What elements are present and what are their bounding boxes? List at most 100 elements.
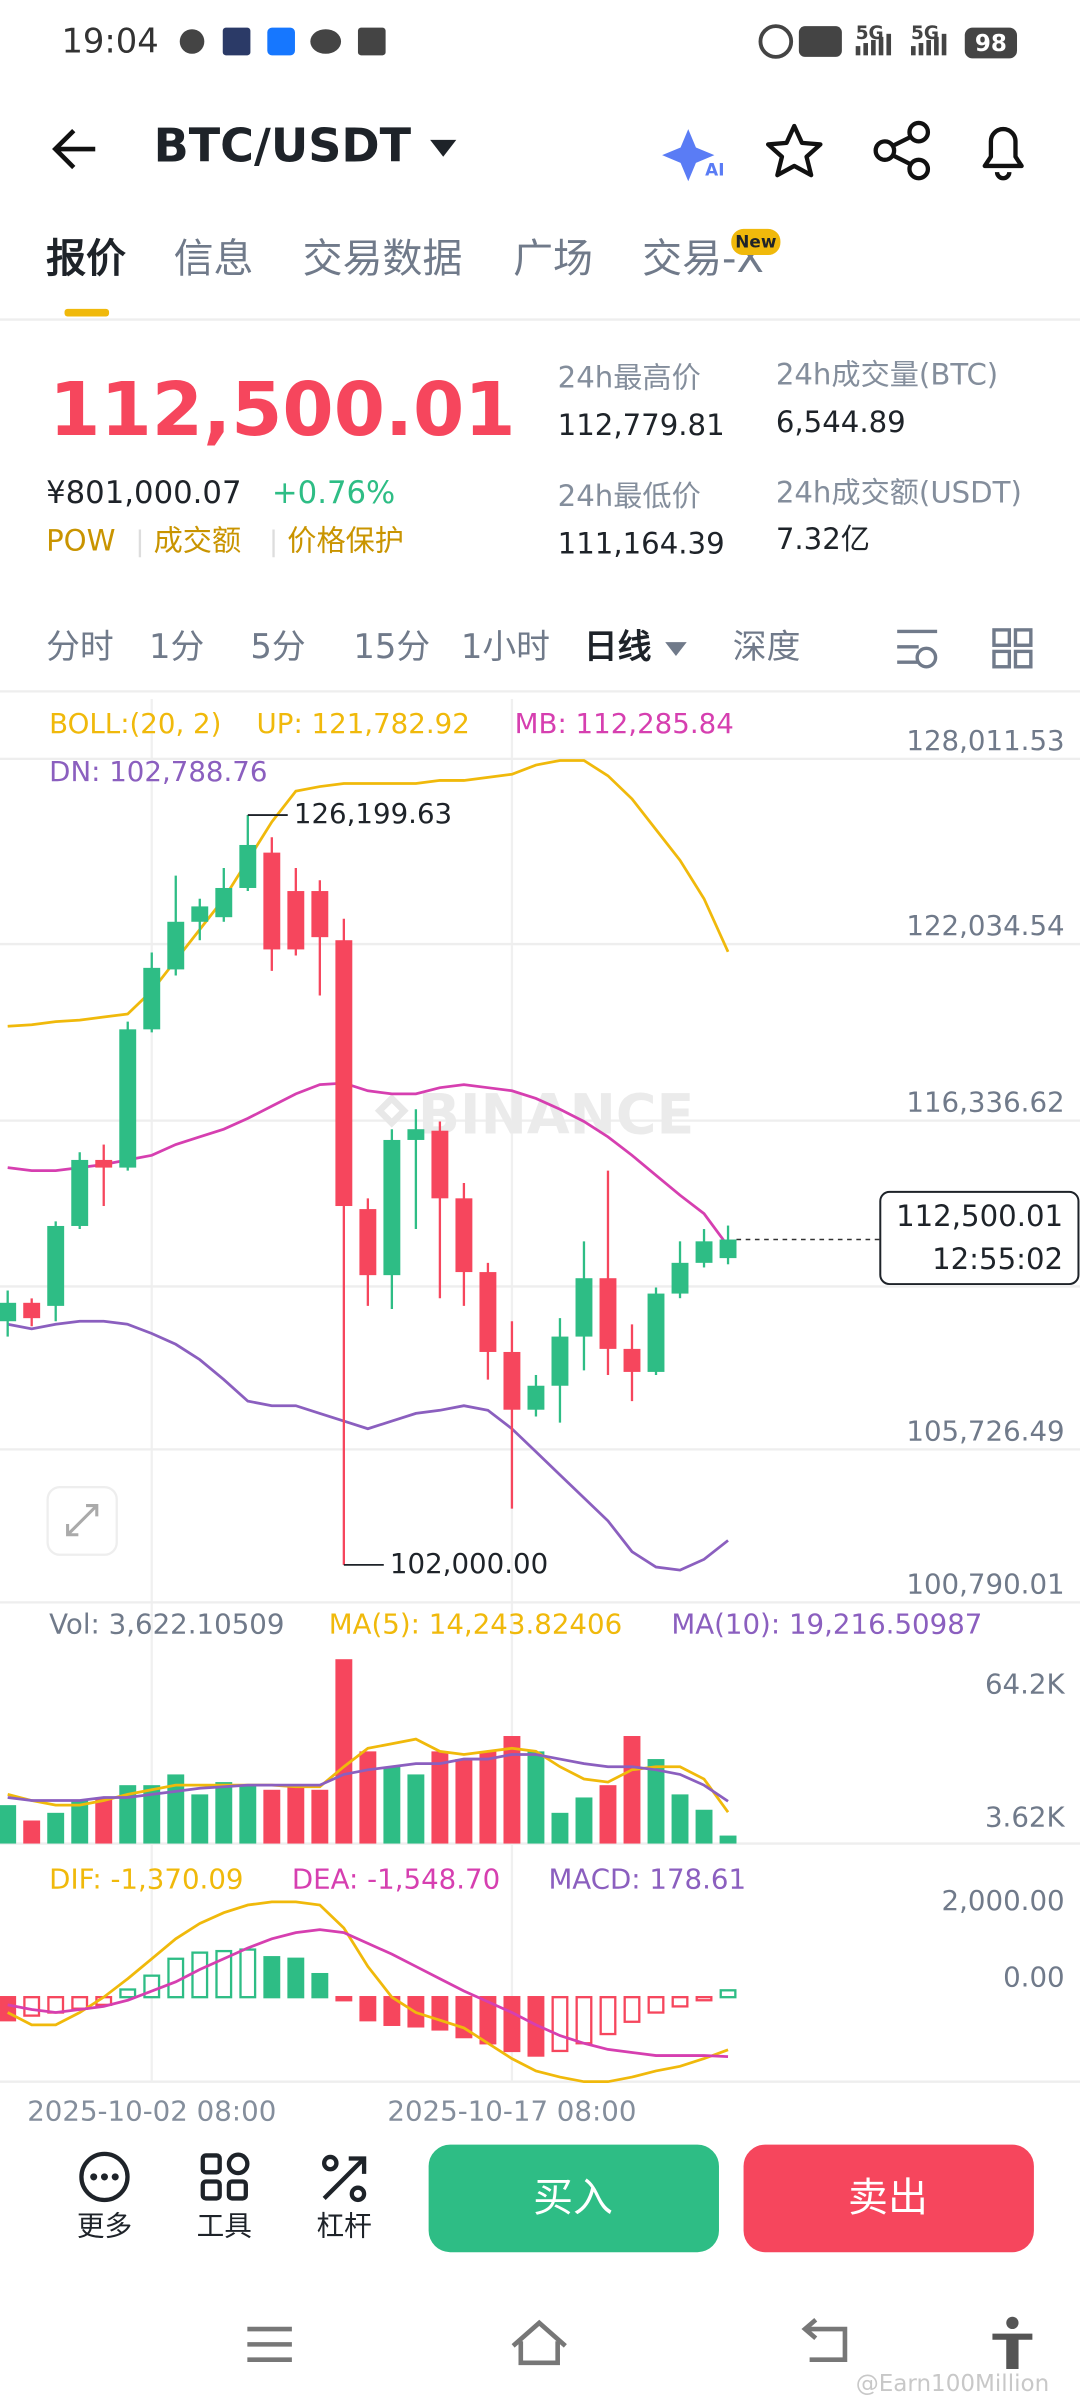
interval[interactable]: 15分: [353, 627, 430, 666]
last-price-box: [879, 1190, 1080, 1286]
tab[interactable]: 交易数据: [303, 236, 463, 282]
gallery-icon: [357, 27, 386, 56]
action-label[interactable]: 更多: [77, 2210, 132, 2243]
candle-body: [455, 1198, 473, 1273]
battery: [964, 27, 1018, 59]
interval[interactable]: 1分: [149, 627, 204, 666]
volume-bar: [287, 1785, 305, 1844]
favorite-button[interactable]: [765, 123, 823, 178]
stat-label: 24h最高价: [558, 360, 701, 394]
candle-body: [599, 1278, 617, 1349]
interval[interactable]: 深度: [733, 627, 801, 666]
candle-body: [215, 887, 233, 918]
volume-bar: [455, 1759, 473, 1844]
pair-dropdown[interactable]: [430, 139, 457, 157]
x-tick-label: 2025-10-17 08:00: [387, 2094, 636, 2127]
volume-bar: [719, 1835, 737, 1844]
nav-menu[interactable]: [247, 2326, 292, 2363]
macd-bar: [359, 1996, 377, 2022]
tag[interactable]: POW: [46, 523, 115, 557]
tools-icon[interactable]: [200, 2152, 250, 2201]
wechat-icon: [310, 29, 342, 54]
tab[interactable]: 广场: [513, 236, 593, 282]
battery-level: 98: [975, 31, 1007, 57]
layout-button[interactable]: [992, 628, 1033, 669]
macd-bar: [311, 1972, 329, 1999]
volume-bar: [527, 1751, 545, 1844]
volume-bar: [239, 1785, 257, 1844]
cny-price: ¥801,000.07: [46, 475, 241, 511]
accessibility-icon[interactable]: [992, 2316, 1033, 2369]
back-button[interactable]: [52, 128, 96, 170]
legend-entry: MA(5): 14,243.82406: [329, 1607, 622, 1640]
separator: |: [135, 524, 144, 557]
interval[interactable]: 分时: [46, 627, 114, 666]
nav-back[interactable]: [801, 2318, 848, 2363]
action-label[interactable]: 杠杆: [316, 2210, 371, 2243]
macd-bar: [47, 1996, 65, 2014]
candle-body: [359, 1209, 377, 1276]
interval-active[interactable]: 日线: [584, 627, 652, 666]
volume-bar: [71, 1800, 89, 1844]
candle-body: [671, 1262, 689, 1294]
nav-home[interactable]: [511, 2319, 567, 2366]
buy-button[interactable]: [428, 2144, 719, 2253]
share-button[interactable]: [873, 120, 931, 181]
volume-bar: [503, 1736, 521, 1844]
sell-label: 卖出: [848, 2175, 928, 2221]
macd-bar: [263, 1956, 281, 1999]
volume-bar: [623, 1736, 641, 1844]
tab[interactable]: 信息: [174, 236, 254, 282]
candle-body: [719, 1239, 737, 1259]
ma-line: [7, 1737, 730, 1814]
tag[interactable]: 价格保护: [287, 523, 404, 557]
action-label[interactable]: 工具: [197, 2210, 252, 2243]
indicator-settings[interactable]: [897, 629, 938, 669]
y-tick-label: 128,011.53: [906, 724, 1064, 757]
candle-body: [263, 852, 281, 950]
volume-bar: [575, 1797, 593, 1844]
price-change: +0.76%: [272, 475, 395, 511]
candle-body: [23, 1302, 41, 1319]
leverage-icon[interactable]: [322, 2154, 367, 2203]
separator: |: [269, 524, 278, 557]
volume-bar: [263, 1789, 281, 1844]
candle-body: [527, 1385, 545, 1410]
sell-button[interactable]: [743, 2144, 1034, 2253]
volume-bar: [431, 1751, 449, 1844]
watermark-logo: [374, 1093, 409, 1128]
stat-label: 24h最低价: [558, 479, 701, 513]
interval[interactable]: 5分: [250, 627, 305, 666]
alert-button[interactable]: [982, 126, 1024, 181]
volume-bar: [647, 1759, 665, 1844]
tab[interactable]: 报价: [46, 236, 126, 282]
tag[interactable]: 成交额: [154, 523, 242, 557]
y-tick-label: 122,034.54: [906, 909, 1064, 942]
candle-body: [407, 1129, 425, 1140]
legend-entry: MB: 112,285.84: [515, 707, 734, 740]
alarm-icon: [758, 24, 794, 59]
macd-bar: [527, 1996, 545, 2057]
candle-body: [383, 1139, 401, 1276]
candle-body: [191, 906, 209, 922]
macd-bar: [239, 1948, 257, 1999]
macd-bar: [599, 1996, 617, 2036]
signal-bars: [855, 33, 947, 56]
macd-bar: [575, 1996, 593, 2045]
macd-bar: [551, 1996, 569, 2053]
macd-bar: [431, 1996, 449, 2031]
stat-value: 112,779.81: [558, 408, 725, 442]
macd-line: [7, 1928, 729, 2059]
more-icon[interactable]: [79, 2151, 130, 2203]
alipay-icon: [267, 27, 295, 56]
interval[interactable]: 1小时: [461, 627, 550, 666]
volume-bar: [599, 1785, 617, 1844]
volume-bar: [335, 1659, 353, 1844]
pair-title[interactable]: BTC/USDT: [154, 119, 412, 173]
volume-bar: [359, 1751, 377, 1844]
volume-bar: [311, 1789, 329, 1844]
ai-button[interactable]: [662, 129, 715, 182]
interval-dropdown[interactable]: [665, 642, 687, 657]
macd-bar: [719, 1989, 737, 1999]
